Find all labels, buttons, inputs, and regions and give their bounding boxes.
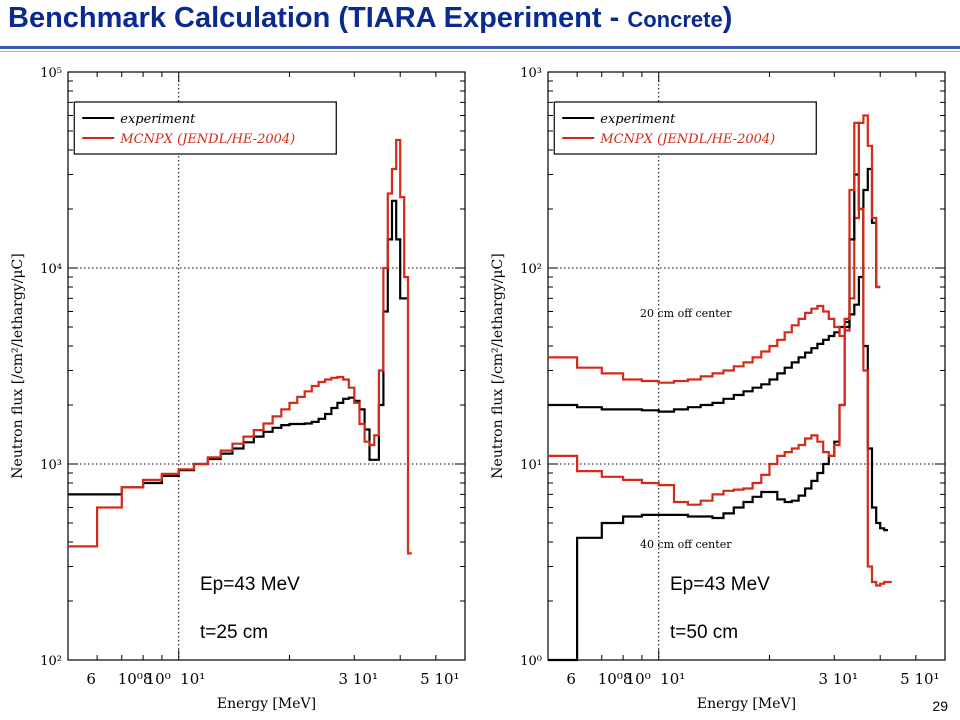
chart-right-t50: 10⁰ 10¹ 10² 10³ 6 10⁰8 10⁰ 10¹ 3 10¹ 5 10¹ Energy … bbox=[480, 62, 950, 720]
series-mcnpx-20cm bbox=[548, 114, 881, 384]
y-tick-label: 10³ bbox=[40, 458, 62, 473]
y-tick-label: 10¹ bbox=[520, 458, 542, 473]
x-tick-label: 10⁰ bbox=[626, 670, 651, 688]
series-experiment-20cm bbox=[548, 167, 881, 413]
legend-label: experiment bbox=[120, 112, 196, 127]
x-tick-label: 6 bbox=[566, 670, 576, 688]
slide-title-concrete: Concrete bbox=[627, 7, 723, 32]
slide-title: Benchmark Calculation (TIARA Experiment … bbox=[8, 2, 732, 35]
y-tick-label: 10⁰ bbox=[520, 654, 542, 669]
series-mcnpx bbox=[68, 138, 412, 555]
annotation-thickness-left: t=25 cm bbox=[200, 622, 269, 643]
y-tick-label: 10³ bbox=[520, 66, 542, 81]
annotation-ep-left: Ep=43 MeV bbox=[200, 574, 300, 595]
x-axis-title: Energy [MeV] bbox=[697, 696, 796, 712]
slide-title-close: ) bbox=[722, 2, 733, 34]
x-tick-label: 10⁰8 bbox=[598, 670, 633, 688]
chart-left-t25: 10² 10³ 10⁴ 10⁵ 6 10⁰8 10⁰ 10¹ 3 10¹ 5 10¹ Energy … bbox=[0, 62, 470, 720]
legend-box bbox=[553, 101, 817, 155]
x-tick-label: 3 10¹ bbox=[339, 670, 378, 688]
x-tick-label: 5 10¹ bbox=[420, 670, 459, 688]
annotation-20cm-off-center: 20 cm off center bbox=[640, 307, 732, 320]
y-tick-label: 10² bbox=[40, 654, 62, 669]
annotation-ep-right: Ep=43 MeV bbox=[670, 574, 770, 595]
annotation-40cm-off-center: 40 cm off center bbox=[640, 538, 732, 551]
y-tick-label: 10² bbox=[520, 262, 542, 277]
x-tick-label: 5 10¹ bbox=[900, 670, 939, 688]
annotation-thickness-right: t=50 cm bbox=[670, 622, 739, 643]
y-axis-title: Neutron flux [/cm²/lethargy/μC] bbox=[490, 253, 506, 478]
y-tick-label: 10⁴ bbox=[40, 262, 62, 277]
plot-frame bbox=[547, 71, 946, 661]
legend-label: MCNPX (JENDL/HE-2004) bbox=[119, 132, 295, 147]
plot-frame bbox=[67, 71, 466, 661]
legend-box bbox=[73, 101, 337, 155]
legend-label: MCNPX (JENDL/HE-2004) bbox=[599, 132, 775, 147]
x-tick-label: 10⁰ bbox=[146, 670, 171, 688]
x-tick-label: 10¹ bbox=[180, 670, 205, 688]
page-number: 29 bbox=[932, 698, 948, 714]
series-mcnpx-40cm bbox=[548, 121, 892, 587]
x-tick-label: 6 bbox=[86, 670, 96, 688]
y-tick-label: 10⁵ bbox=[40, 66, 62, 81]
x-tick-label: 3 10¹ bbox=[819, 670, 858, 688]
title-underline bbox=[0, 46, 960, 49]
y-axis-title: Neutron flux [/cm²/lethargy/μC] bbox=[10, 253, 26, 478]
x-axis-title: Energy [MeV] bbox=[217, 696, 316, 712]
slide-title-main: Benchmark Calculation (TIARA Experiment … bbox=[8, 2, 628, 34]
series-experiment bbox=[68, 199, 408, 496]
x-tick-label: 10⁰8 bbox=[118, 670, 153, 688]
x-tick-label: 10¹ bbox=[660, 670, 685, 688]
legend: experiment MCNPX (JENDL/HE-2004) bbox=[73, 101, 337, 155]
legend-label: experiment bbox=[600, 112, 676, 127]
title-underline-thin bbox=[0, 51, 960, 52]
legend: experiment MCNPX (JENDL/HE-2004) bbox=[553, 101, 817, 155]
